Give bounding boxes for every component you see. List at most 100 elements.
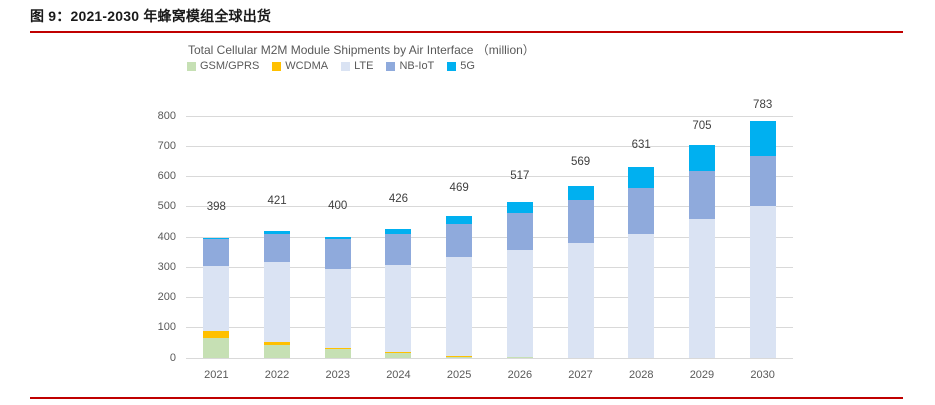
bar xyxy=(385,0,412,358)
bar-total-label: 631 xyxy=(631,139,651,152)
bar-segment-5g xyxy=(749,121,776,157)
legend-label: GSM/GPRS xyxy=(200,60,260,72)
bar-total-label: 400 xyxy=(328,200,348,212)
bar xyxy=(264,0,291,358)
y-axis-label: 600 xyxy=(157,170,176,182)
y-axis-label: 700 xyxy=(157,139,176,152)
bar-segment-wcdma xyxy=(203,331,230,339)
figure-title: 图 9：2021-2030 年蜂窝模组全球出货 xyxy=(30,8,272,24)
bar-segment-5g xyxy=(324,237,351,240)
legend-swatch xyxy=(187,61,196,71)
bar-segment-5g xyxy=(264,230,291,234)
bar xyxy=(688,0,715,358)
legend-swatch xyxy=(447,61,457,71)
bar-segment-gsm-gprs xyxy=(506,357,533,358)
legend-item: GSM/GPRS xyxy=(187,60,259,72)
gridline xyxy=(186,297,793,298)
bar-total-label: 783 xyxy=(753,99,773,112)
bar xyxy=(324,0,351,358)
legend-label: NB-IoT xyxy=(399,60,435,72)
bar-segment-gsm-gprs xyxy=(264,345,291,358)
gridline xyxy=(186,176,793,177)
legend-label: 5G xyxy=(460,60,475,72)
gridline xyxy=(186,206,793,208)
gridline xyxy=(186,357,793,359)
y-axis-label: 800 xyxy=(157,109,176,122)
bar-segment-nb-iot xyxy=(688,170,715,220)
bar-segment-gsm-gprs xyxy=(385,353,412,358)
bar-segment-lte xyxy=(385,265,412,352)
bar-segment-lte xyxy=(749,206,776,358)
legend-item: LTE xyxy=(341,60,373,72)
bar-segment-wcdma xyxy=(324,347,351,349)
x-axis-label: 2024 xyxy=(386,369,411,381)
chart-legend: GSM/GPRS WCDMA LTE NB-IoT 5G xyxy=(187,60,475,72)
legend-swatch xyxy=(341,61,351,71)
bar xyxy=(446,0,473,358)
bar xyxy=(567,0,594,358)
bar-segment-wcdma xyxy=(446,355,473,357)
legend-label: LTE xyxy=(354,60,374,72)
legend-item: NB-IoT xyxy=(386,60,434,72)
bar-segment-5g xyxy=(506,201,533,213)
bar-segment-nb-iot xyxy=(264,233,291,263)
bar-segment-gsm-gprs xyxy=(446,356,473,358)
bar-segment-wcdma xyxy=(385,351,412,354)
x-axis-label: 2023 xyxy=(325,369,350,381)
bar-segment-5g xyxy=(688,144,715,171)
y-axis-label: 400 xyxy=(157,230,176,243)
bar-total-label: 705 xyxy=(692,119,712,132)
title-rule xyxy=(30,31,903,33)
x-axis-label: 2029 xyxy=(689,369,715,381)
gridline xyxy=(186,236,793,238)
gridline xyxy=(186,327,793,329)
bar-segment-5g xyxy=(385,229,412,234)
gridline xyxy=(186,115,793,117)
bar-segment-nb-iot xyxy=(446,224,473,257)
bar-segment-lte xyxy=(688,219,715,358)
legend-swatch xyxy=(386,61,396,71)
bar-segment-nb-iot xyxy=(385,233,412,266)
x-axis-label: 2025 xyxy=(446,369,472,381)
legend-item: WCDMA xyxy=(272,60,328,72)
y-axis-label: 200 xyxy=(157,291,176,303)
gridline xyxy=(186,145,793,147)
bar-segment-5g xyxy=(446,216,473,225)
legend-label: WCDMA xyxy=(285,60,329,72)
bar xyxy=(506,0,533,358)
bar-segment-gsm-gprs xyxy=(203,338,230,358)
x-axis-label: 2030 xyxy=(750,369,775,381)
bar-segment-lte xyxy=(567,242,594,358)
bar-total-label: 517 xyxy=(510,169,530,182)
bar-segment-nb-iot xyxy=(324,239,351,270)
legend-swatch xyxy=(272,61,282,71)
gridline xyxy=(186,266,793,268)
bar-total-label: 398 xyxy=(206,200,226,213)
y-axis-label: 300 xyxy=(157,260,176,273)
bar xyxy=(749,0,776,358)
bar xyxy=(203,0,230,358)
bar-segment-5g xyxy=(203,237,230,239)
y-axis-label: 500 xyxy=(157,200,176,213)
bar-total-label: 569 xyxy=(570,155,591,168)
bar-segment-nb-iot xyxy=(506,212,533,251)
bottom-rule xyxy=(30,397,903,399)
bar-total-label: 426 xyxy=(388,193,409,206)
x-axis-label: 2022 xyxy=(264,369,290,381)
bar-segment-nb-iot xyxy=(628,187,655,234)
chart-title: Total Cellular M2M Module Shipments by A… xyxy=(188,43,535,57)
bar-segment-5g xyxy=(567,185,594,201)
bar-total-label: 469 xyxy=(449,182,469,195)
x-axis-label: 2026 xyxy=(507,369,533,381)
bar xyxy=(628,0,655,358)
legend-item: 5G xyxy=(447,60,475,72)
bar-segment-nb-iot xyxy=(203,238,230,266)
x-axis-label: 2021 xyxy=(204,369,229,381)
bar-segment-nb-iot xyxy=(567,200,594,243)
x-axis-label: 2027 xyxy=(568,369,593,381)
bar-segment-lte xyxy=(446,256,473,356)
x-axis-label: 2028 xyxy=(628,369,654,381)
bar-segment-lte xyxy=(264,262,291,343)
bar-segment-lte xyxy=(628,233,655,358)
